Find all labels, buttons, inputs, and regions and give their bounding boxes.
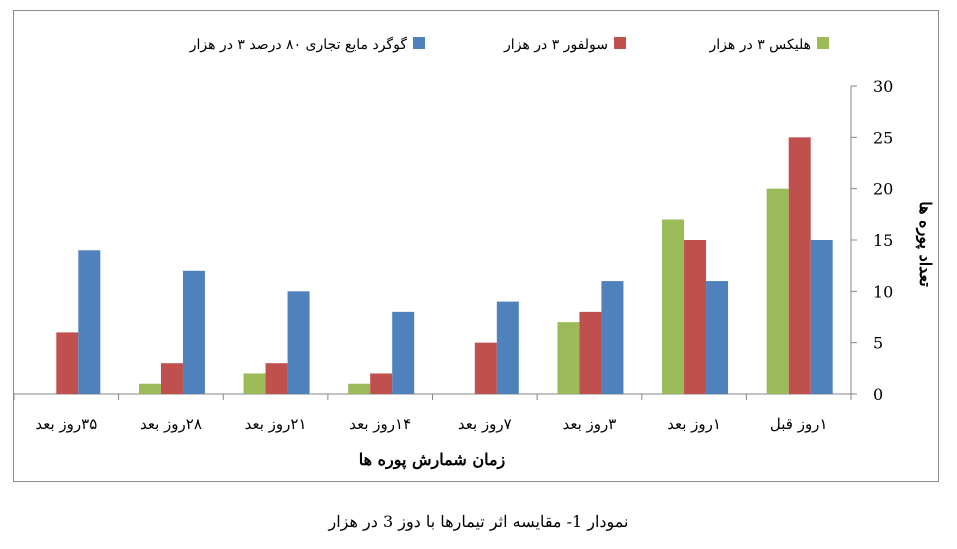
legend-label: سولفور ۳ در هزار bbox=[503, 37, 608, 53]
bar bbox=[662, 219, 685, 394]
legend-label: هلیکس ۳ در هزار bbox=[709, 37, 811, 53]
x-tick-label: ۳۵روز بعد bbox=[35, 415, 97, 433]
bar bbox=[557, 322, 580, 394]
x-tick-label: ۱روز بعد bbox=[667, 415, 721, 433]
bar bbox=[766, 188, 789, 394]
bar bbox=[56, 332, 79, 394]
y-tick-label: 15 bbox=[873, 231, 893, 250]
legend-swatch bbox=[614, 37, 626, 49]
figure-caption: نمودار 1- مقایسه اثر تیمارها با دوز 3 در… bbox=[328, 512, 629, 531]
bar bbox=[348, 383, 371, 394]
y-tick-label: 30 bbox=[873, 77, 893, 96]
bar bbox=[496, 301, 519, 394]
bar bbox=[370, 373, 393, 394]
bar bbox=[392, 311, 415, 394]
x-tick-label: ۲۸روز بعد bbox=[140, 415, 202, 433]
y-tick-label: 10 bbox=[873, 282, 893, 301]
bar-chart: 0 5 10 15 20 25 30 ۱روز قبل ۱روز بعد ۳روز بعد ۷روز… bbox=[14, 36, 935, 470]
x-tick-label: ۲۱روز بعد bbox=[245, 415, 307, 433]
y-tick-label: 0 bbox=[873, 385, 883, 404]
bar bbox=[601, 281, 624, 394]
bar bbox=[78, 250, 101, 394]
bar bbox=[160, 363, 183, 394]
legend-swatch bbox=[413, 37, 425, 49]
y-axis-title: تعداد پوره ها bbox=[915, 201, 935, 287]
x-tick-label: ۷روز بعد bbox=[458, 415, 512, 433]
x-tick-label: ۱۴روز بعد bbox=[349, 415, 411, 433]
x-axis-title: زمان شمارش پوره ها bbox=[359, 450, 506, 470]
bar bbox=[265, 363, 288, 394]
x-tick-label: ۳روز بعد bbox=[563, 415, 617, 433]
bar bbox=[182, 270, 205, 394]
bar bbox=[810, 240, 833, 394]
legend-label: گوگرد مایع تجاری ۸۰ درصد ۳ در هزار bbox=[189, 36, 408, 53]
bar bbox=[287, 291, 310, 394]
x-tick-label: ۱روز قبل bbox=[770, 415, 828, 433]
y-tick-label: 25 bbox=[873, 128, 893, 147]
bar bbox=[138, 383, 161, 394]
bar bbox=[474, 342, 497, 394]
y-tick-label: 20 bbox=[873, 180, 893, 199]
y-tick-label: 5 bbox=[873, 334, 883, 353]
bar bbox=[788, 137, 811, 394]
bar bbox=[579, 311, 602, 394]
bar bbox=[706, 281, 729, 394]
legend-swatch bbox=[817, 37, 829, 49]
bar bbox=[243, 373, 266, 394]
chart-frame: 0 5 10 15 20 25 30 ۱روز قبل ۱روز بعد ۳روز بعد ۷روز… bbox=[13, 10, 939, 482]
bar bbox=[684, 240, 707, 394]
